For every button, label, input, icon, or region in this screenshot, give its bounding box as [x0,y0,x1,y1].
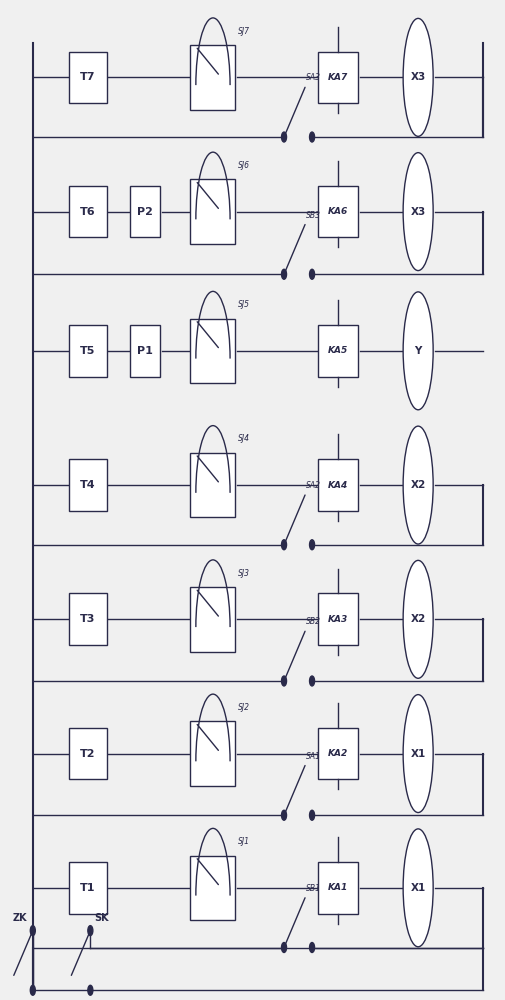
Text: X3: X3 [410,72,425,82]
Ellipse shape [402,153,432,271]
Bar [190,45,235,110]
Bar [190,587,235,652]
Text: SJ3: SJ3 [237,569,249,578]
Circle shape [281,132,286,142]
Ellipse shape [402,292,432,410]
Circle shape [281,540,286,550]
Ellipse shape [402,695,432,813]
Bar [130,186,160,237]
Ellipse shape [402,829,432,947]
Text: KA2: KA2 [327,749,347,758]
Text: X1: X1 [410,883,425,893]
Circle shape [309,943,314,952]
Text: KA4: KA4 [327,481,347,490]
Circle shape [281,676,286,686]
Bar [318,52,358,103]
Circle shape [309,540,314,550]
Text: X3: X3 [410,207,425,217]
Bar [190,721,235,786]
Circle shape [281,943,286,952]
Text: P2: P2 [137,207,153,217]
Text: SJ1: SJ1 [237,837,249,846]
Bar [69,186,107,237]
Text: X1: X1 [410,749,425,759]
Circle shape [88,926,93,936]
Text: Y: Y [414,346,421,356]
Bar [190,856,235,920]
Text: T4: T4 [80,480,95,490]
Circle shape [30,926,35,936]
Bar [318,186,358,237]
Bar [69,593,107,645]
Circle shape [309,269,314,279]
Bar [190,179,235,244]
Text: ZK: ZK [12,913,27,923]
Text: SA2: SA2 [306,481,321,490]
Bar [69,862,107,914]
Text: T2: T2 [80,749,95,759]
Text: X2: X2 [410,614,425,624]
Ellipse shape [402,18,432,136]
Ellipse shape [402,426,432,544]
Text: KA3: KA3 [327,615,347,624]
Text: KA1: KA1 [327,883,347,892]
Text: KA7: KA7 [327,73,347,82]
Bar [69,459,107,511]
Circle shape [309,132,314,142]
Text: SJ2: SJ2 [237,703,249,712]
Bar [69,728,107,779]
Text: SB1: SB1 [306,884,321,893]
Text: T7: T7 [80,72,95,82]
Text: T5: T5 [80,346,95,356]
Text: SB3: SB3 [306,211,321,220]
Bar [318,593,358,645]
Text: SB2: SB2 [306,617,321,626]
Bar [318,459,358,511]
Text: SJ7: SJ7 [237,27,249,36]
Ellipse shape [402,560,432,678]
Text: P1: P1 [137,346,153,356]
Text: T3: T3 [80,614,95,624]
Text: SJ5: SJ5 [237,300,249,309]
Circle shape [281,810,286,820]
Bar [69,52,107,103]
Bar [318,862,358,914]
Bar [190,319,235,383]
Circle shape [281,269,286,279]
Text: T1: T1 [80,883,95,893]
Bar [318,728,358,779]
Bar [130,325,160,377]
Text: SJ4: SJ4 [237,434,249,443]
Text: SA3: SA3 [306,73,321,82]
Text: SK: SK [94,913,109,923]
Text: T6: T6 [80,207,95,217]
Text: X2: X2 [410,480,425,490]
Circle shape [309,676,314,686]
Bar [69,325,107,377]
Text: KA5: KA5 [327,346,347,355]
Text: KA6: KA6 [327,207,347,216]
Bar [318,325,358,377]
Bar [190,453,235,517]
Text: SJ6: SJ6 [237,161,249,170]
Text: SA1: SA1 [306,752,321,761]
Circle shape [30,985,35,995]
Circle shape [88,985,93,995]
Circle shape [309,810,314,820]
